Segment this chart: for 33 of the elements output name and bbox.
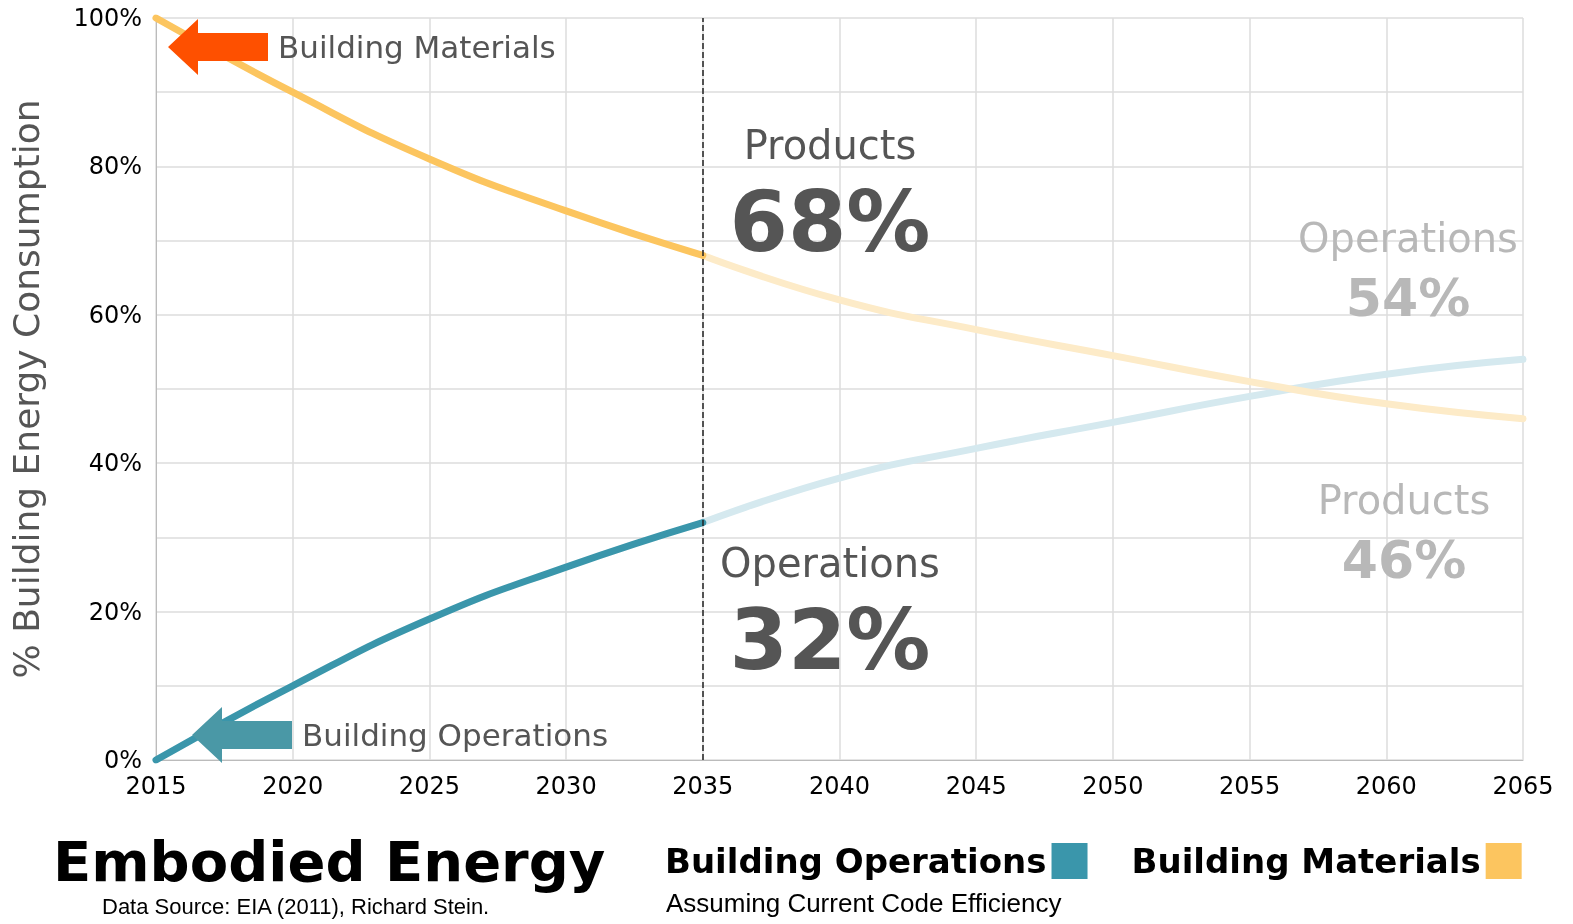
annotation: 46%	[1341, 530, 1467, 590]
annotation: Building Materials	[278, 29, 556, 65]
y-tick-label: 100%	[73, 4, 142, 32]
text: Embodied Energy	[53, 828, 606, 894]
x-tick-label: 2050	[1082, 772, 1144, 800]
annotation: Operations	[1298, 215, 1518, 261]
y-axis-title: % Building Energy Consumption	[5, 99, 47, 679]
annotation: Operations	[720, 540, 940, 586]
annotation: 32%	[729, 591, 931, 689]
x-tick-label: 2015	[125, 772, 187, 800]
x-tick-label: 2060	[1355, 772, 1417, 800]
x-tick-label: 2025	[398, 772, 460, 800]
x-tick-label: 2035	[672, 772, 734, 800]
source-note: Data Source: EIA (2011), Richard Stein.	[102, 893, 490, 919]
y-tick-label: 0%	[103, 746, 142, 774]
annotation: 54%	[1345, 268, 1471, 328]
x-tick-label: 2020	[262, 772, 324, 800]
annotation: Products	[743, 122, 917, 168]
y-tick-label: 20%	[88, 597, 142, 626]
annotation: Building Operations	[302, 717, 609, 753]
annotation: 68%	[729, 173, 931, 271]
legend-label: Building Materials	[1131, 841, 1481, 881]
y-tick-label: 60%	[88, 300, 142, 329]
y-tick-label: 80%	[88, 152, 142, 181]
text: Assuming Current Code Efficiency	[666, 888, 1062, 918]
x-tick-label: 2045	[945, 772, 1007, 800]
annotation: Products	[1317, 477, 1491, 523]
legend-label: Building Operations	[664, 841, 1047, 881]
x-tick-label: 2040	[808, 772, 871, 800]
x-tick-label: 2055	[1219, 772, 1281, 800]
x-tick-label: 2030	[535, 772, 597, 800]
y-tick-label: 40%	[88, 449, 142, 478]
x-tick-label: 2065	[1492, 772, 1554, 800]
